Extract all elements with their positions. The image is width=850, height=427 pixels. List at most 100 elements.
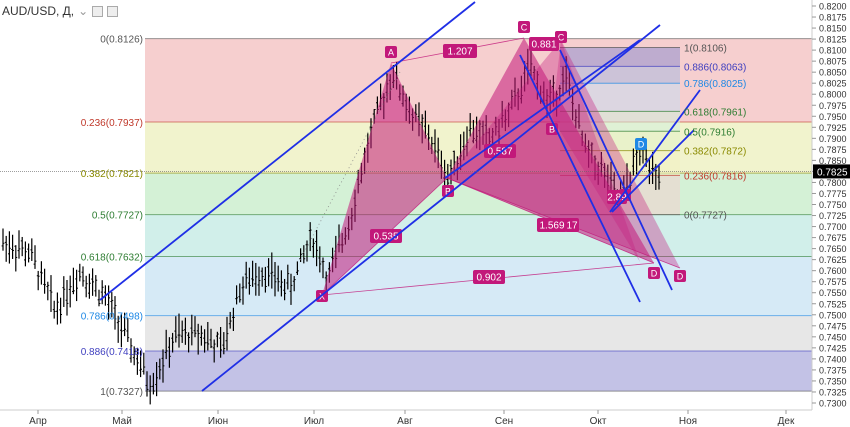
- fib-right-label: 0.236(0.7816): [684, 171, 746, 182]
- close-icon[interactable]: [107, 5, 119, 17]
- pattern-point-label: D: [651, 269, 658, 279]
- fib-right-label: 0.786(0.8025): [684, 79, 746, 90]
- y-tick-label: 0.7675: [819, 233, 847, 243]
- pattern-point-badge: [518, 21, 530, 33]
- y-tick-label: 0.7425: [819, 343, 847, 353]
- x-tick-label: Авг: [397, 416, 413, 427]
- fib-left-label: 1(0.7327): [100, 387, 143, 398]
- x-tick-label: Май: [112, 416, 132, 427]
- channel-line: [519, 54, 641, 303]
- channel-line: [559, 49, 673, 291]
- y-tick-label: 0.7700: [819, 222, 847, 232]
- ratio-label: 0.902: [476, 273, 501, 284]
- fib-right-label: 0.5(0.7916): [684, 127, 735, 138]
- pattern-point-label: B: [445, 187, 451, 197]
- y-tick-label: 0.7750: [819, 200, 847, 210]
- ratio-label: 0.881: [531, 40, 556, 51]
- y-tick-label: 0.7550: [819, 288, 847, 298]
- channel-line: [609, 89, 701, 213]
- pattern-point-badge: [442, 185, 454, 197]
- y-tick-label: 0.7475: [819, 321, 847, 331]
- fib-band: [145, 214, 812, 257]
- pattern-point-label: D: [638, 140, 645, 150]
- fib-left-label: 0.786(0.7498): [81, 312, 143, 323]
- symbol-label[interactable]: AUD/USD, Д,: [2, 4, 75, 18]
- fib-right-label: 0.618(0.7961): [684, 107, 746, 118]
- y-tick-label: 0.7650: [819, 244, 847, 254]
- ratio-badge: [443, 44, 477, 58]
- y-tick-label: 0.7900: [819, 134, 847, 144]
- pattern-point-label: C: [558, 33, 565, 43]
- y-tick-label: 0.7875: [819, 145, 847, 155]
- time-axis: Апр Май Июн Июл Авг Сен Окт Ноя Дек: [0, 409, 812, 427]
- channel-line: [201, 24, 661, 392]
- y-tick-label: 0.7800: [819, 178, 847, 188]
- y-tick-label: 0.7575: [819, 277, 847, 287]
- ratio-label: 0.535: [373, 232, 398, 243]
- channel-line: [611, 129, 695, 213]
- y-tick-label: 0.7300: [819, 399, 847, 409]
- channel-line: [99, 1, 476, 301]
- fib-left-label: 0.886(0.7418): [81, 347, 143, 358]
- fib-band: [145, 256, 812, 316]
- fib-right-label: 0(0.7727): [684, 211, 727, 222]
- y-tick-label: 0.7850: [819, 156, 847, 166]
- fib-labels: 0(0.8126) 0.236(0.7937) 0.382(0.7821) 0.5(0…: [81, 35, 747, 398]
- x-tick-label: Июл: [304, 416, 324, 427]
- fib-right-label: 0.886(0.8063): [684, 62, 746, 73]
- x-tick-label: Июн: [208, 416, 228, 427]
- y-tick-label: 0.7350: [819, 376, 847, 386]
- harmonic-triangle-bcd: [447, 38, 654, 263]
- channel-line: [444, 39, 641, 179]
- y-tick-label: 0.8150: [819, 24, 847, 34]
- y-tick-label: 0.7500: [819, 310, 847, 320]
- ratio-badge: [537, 218, 567, 232]
- fib-band: [145, 315, 812, 351]
- ratio-label: 17: [566, 221, 578, 232]
- y-tick-label: 0.7625: [819, 255, 847, 265]
- y-tick-label: 0.8200: [819, 2, 847, 12]
- fib-right-label: 1(0.8106): [684, 43, 727, 54]
- pattern-point-badge: [674, 270, 686, 282]
- candles: [1, 48, 661, 405]
- ratio-label: 2.89: [607, 193, 627, 204]
- pattern-point-label: D: [677, 272, 684, 282]
- y-tick-label: 0.7325: [819, 387, 847, 397]
- y-tick-label: 0.8175: [819, 13, 847, 23]
- harmonic-triangle-second: [447, 40, 680, 268]
- ratio-badge: [565, 218, 579, 232]
- ratio-badge: [370, 229, 402, 243]
- y-tick-label: 0.7600: [819, 266, 847, 276]
- fib-right-band: [560, 66, 680, 84]
- fib-left-label: 0.618(0.7632): [81, 253, 143, 264]
- pattern-point-label: A: [388, 48, 394, 58]
- y-tick-label: 0.7925: [819, 123, 847, 133]
- ratio-badge: [529, 37, 559, 51]
- pattern-point-badge: [385, 46, 397, 58]
- y-tick-label: 0.8075: [819, 57, 847, 67]
- current-price-badge: [813, 164, 850, 179]
- fib-left-label: 0.382(0.7821): [81, 169, 143, 180]
- ratio-badge: [473, 270, 505, 284]
- y-tick-label: 0.8125: [819, 35, 847, 45]
- y-tick-label: 0.7525: [819, 299, 847, 309]
- pattern-point-label: X: [319, 292, 325, 302]
- settings-icon[interactable]: [92, 5, 104, 17]
- y-tick-label: 0.7450: [819, 332, 847, 342]
- harmonic-triangle-xab: [322, 63, 447, 295]
- x-tick-label: Ноя: [679, 416, 697, 427]
- y-tick-label: 0.7400: [819, 354, 847, 364]
- fib-band: [145, 38, 812, 123]
- fib-right-band: [560, 131, 680, 151]
- y-tick-label: 0.8050: [819, 68, 847, 78]
- channel-lines: [99, 1, 701, 392]
- pattern-point-badge: [648, 267, 660, 279]
- pattern-point-label: C: [521, 23, 528, 33]
- x-tick-label: Дек: [778, 416, 795, 427]
- y-tick-label: 0.8100: [819, 46, 847, 56]
- fib-band: [145, 350, 812, 392]
- fib-left-label: 0.5(0.7727): [92, 211, 143, 222]
- chevron-down-icon[interactable]: ⌄: [78, 4, 89, 18]
